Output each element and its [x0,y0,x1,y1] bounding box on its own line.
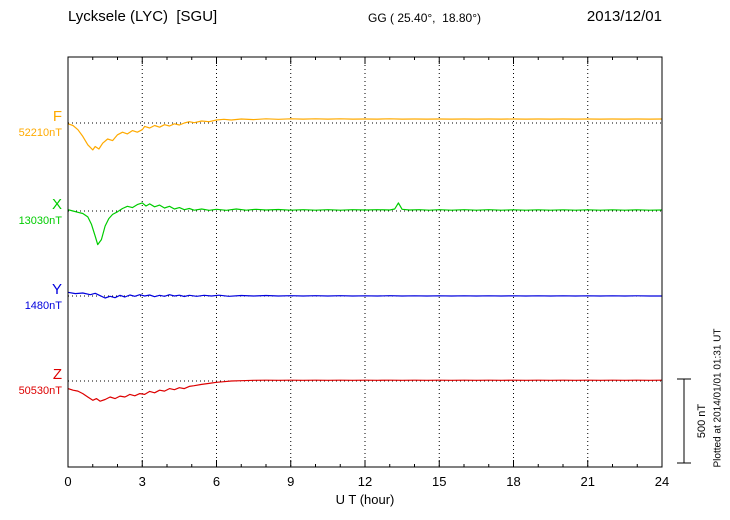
series-baseline-Y: 1480nT [24,300,62,312]
trace-Y [67,291,662,299]
series-baseline-F: 52210nT [18,127,62,139]
trace-F [67,118,663,151]
x-axis-label: U T (hour) [335,492,395,507]
series-name-F: F [52,108,62,125]
x-tick-label: 18 [506,474,520,489]
series-label-Z: Z 50530nT [19,367,62,397]
trace-X [67,202,663,246]
x-tick-label: 12 [358,474,372,489]
scale-bar-label: 500 nT [696,403,708,439]
series-baseline-X: 13030nT [18,215,62,227]
geographic-coords: GG ( 25.40°, 18.80°) [368,11,481,25]
series-label-Y: Y 1480nT [25,282,62,312]
x-tick-label: 3 [139,474,146,489]
x-tick-label: 24 [655,474,669,489]
series-name-Z: Z [52,366,62,383]
x-tick-label: 0 [64,474,71,489]
x-tick-label: 6 [213,474,220,489]
series-label-F: F 52210nT [19,109,62,139]
x-tick-label: 9 [287,474,294,489]
plot-date: 2013/12/01 [586,8,662,25]
series-name-X: X [51,196,62,213]
x-tick-label: 15 [432,474,446,489]
series-label-X: X 13030nT [19,197,62,227]
x-tick-label: 21 [581,474,595,489]
series-baseline-Z: 50530nT [18,385,62,397]
plotted-at-note: Plotted at 2014/01/01 01:31 UT [712,328,724,468]
trace-Z [67,379,663,402]
station-title: Lycksele (LYC) [SGU] [68,8,218,25]
series-name-Y: Y [51,281,62,298]
